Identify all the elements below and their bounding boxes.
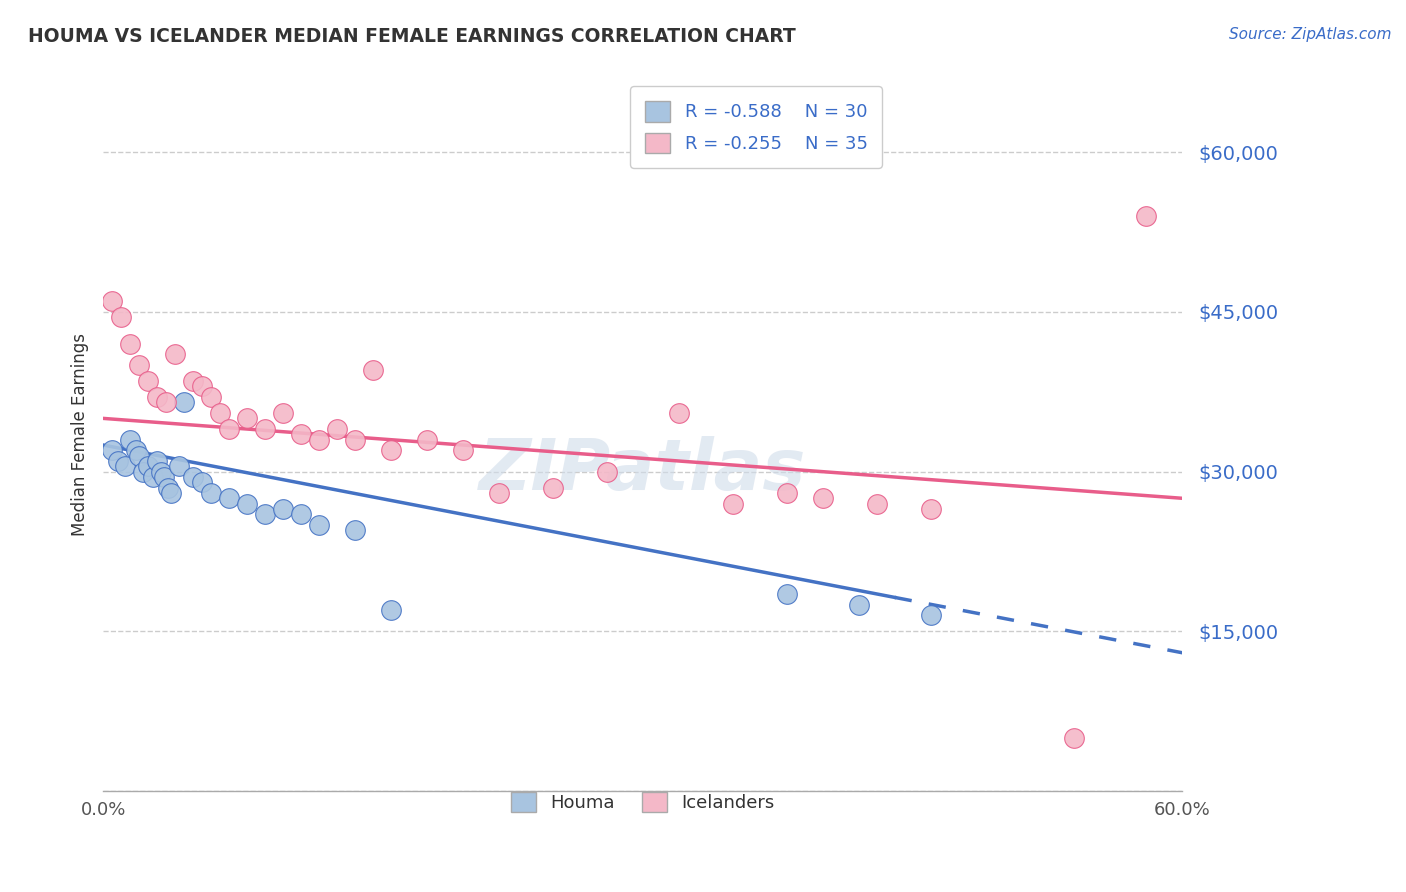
Point [101, 294, 124, 309]
Point [541, 481, 564, 495]
Point [218, 491, 240, 506]
Point [596, 465, 619, 479]
Point [160, 486, 183, 500]
Legend: Houma, Icelanders: Houma, Icelanders [498, 779, 787, 825]
Point [290, 427, 312, 442]
Point [120, 336, 142, 351]
Point [146, 390, 169, 404]
Point [451, 443, 474, 458]
Point [236, 411, 259, 425]
Point [149, 465, 172, 479]
Point [153, 470, 176, 484]
Point [271, 406, 294, 420]
Point [290, 508, 312, 522]
Point [110, 310, 132, 325]
Point [308, 517, 330, 532]
Point [114, 459, 136, 474]
Point [167, 459, 190, 474]
Point [380, 603, 402, 617]
Point [343, 433, 366, 447]
Point [848, 598, 870, 612]
Point [1063, 731, 1085, 745]
Point [811, 491, 834, 506]
Point [416, 433, 439, 447]
Y-axis label: Median Female Earnings: Median Female Earnings [72, 333, 89, 536]
Point [776, 587, 799, 601]
Point [173, 395, 195, 409]
Point [200, 390, 222, 404]
Point [308, 433, 330, 447]
Point [155, 395, 177, 409]
Point [920, 608, 942, 623]
Point [326, 422, 349, 436]
Point [191, 379, 214, 393]
Point [181, 470, 204, 484]
Point [181, 374, 204, 388]
Point [120, 433, 142, 447]
Point [920, 502, 942, 516]
Point [107, 454, 129, 468]
Point [101, 443, 124, 458]
Text: ZIPatlas: ZIPatlas [479, 435, 807, 505]
Point [253, 508, 276, 522]
Point [209, 406, 232, 420]
Point [343, 523, 366, 537]
Point [361, 363, 384, 377]
Point [136, 459, 159, 474]
Point [131, 465, 153, 479]
Point [721, 497, 744, 511]
Point [142, 470, 165, 484]
Text: Source: ZipAtlas.com: Source: ZipAtlas.com [1229, 27, 1392, 42]
Point [191, 475, 214, 490]
Point [271, 502, 294, 516]
Point [146, 454, 169, 468]
Point [1135, 209, 1157, 223]
Point [776, 486, 799, 500]
Point [668, 406, 690, 420]
Point [200, 486, 222, 500]
Point [128, 358, 150, 372]
Point [253, 422, 276, 436]
Point [165, 347, 187, 361]
Point [218, 422, 240, 436]
Point [380, 443, 402, 458]
Point [488, 486, 510, 500]
Point [136, 374, 159, 388]
Point [124, 443, 146, 458]
Point [128, 449, 150, 463]
Point [865, 497, 887, 511]
Point [156, 481, 179, 495]
Point [236, 497, 259, 511]
Text: HOUMA VS ICELANDER MEDIAN FEMALE EARNINGS CORRELATION CHART: HOUMA VS ICELANDER MEDIAN FEMALE EARNING… [28, 27, 796, 45]
